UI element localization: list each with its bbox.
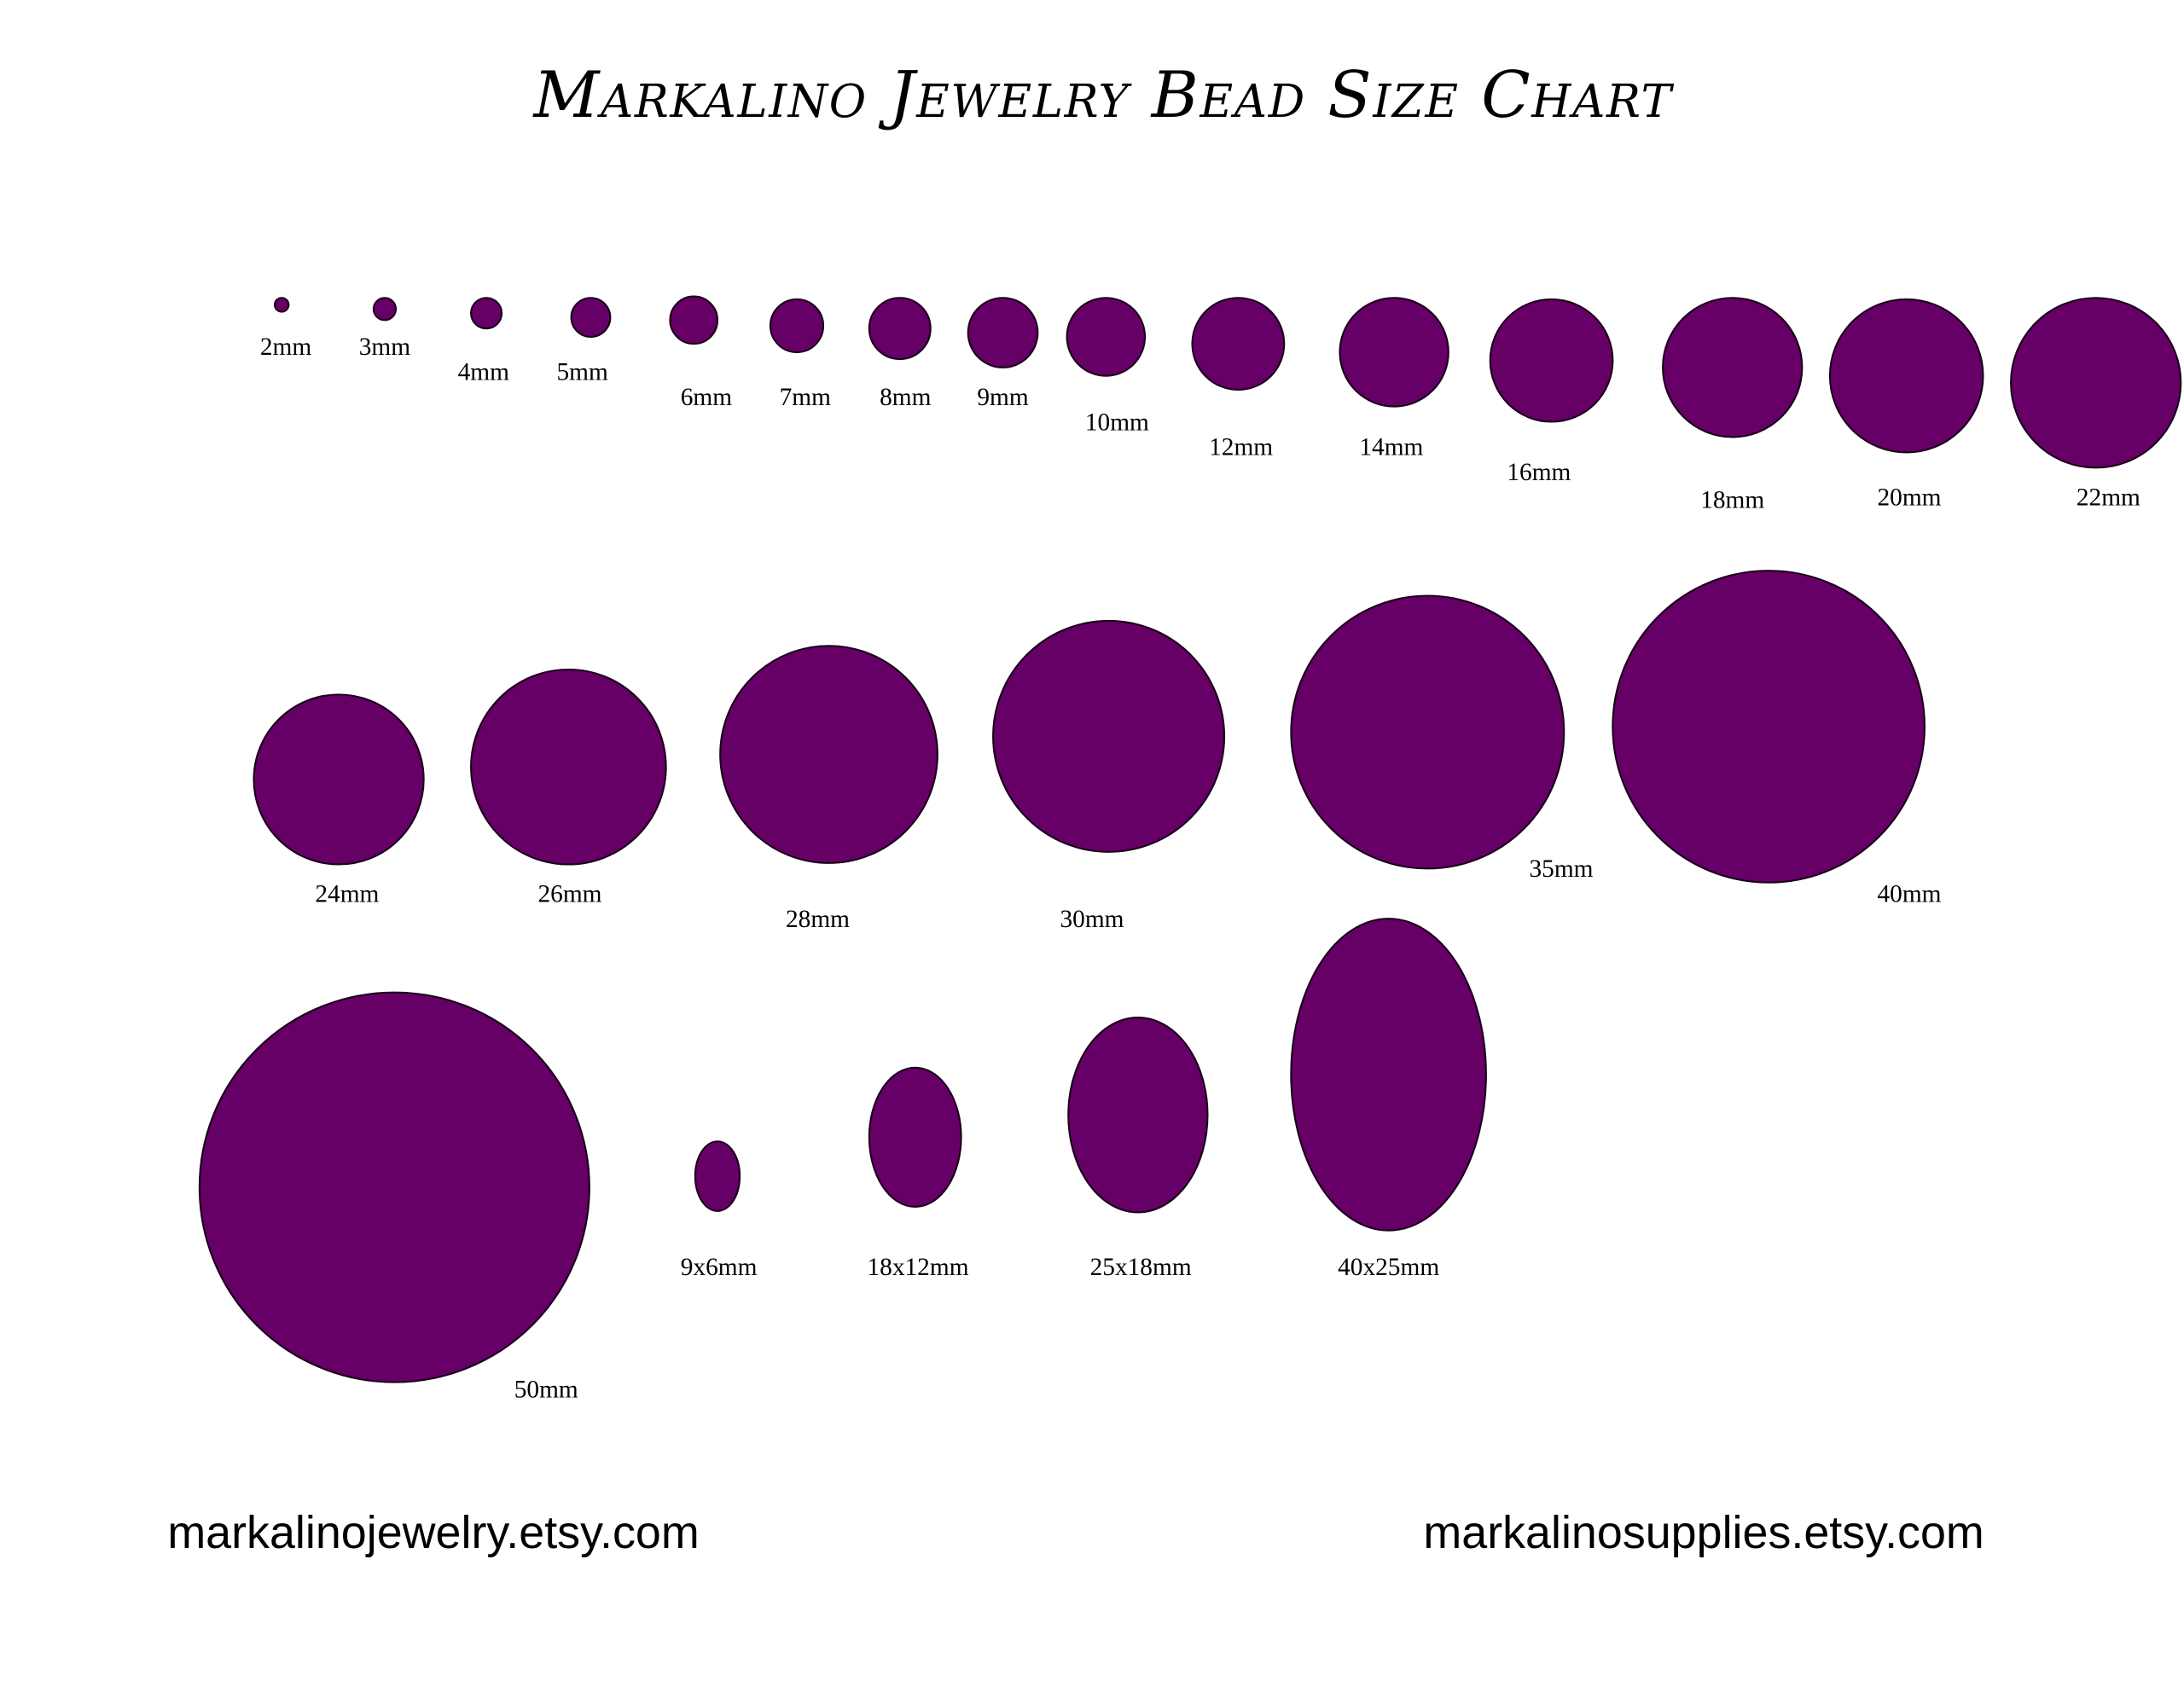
bead-2mm [273,297,290,313]
bead-24mm [253,693,425,866]
bead-28mm [719,645,938,864]
bead-label: 5mm [557,359,609,386]
bead-label: 50mm [514,1377,578,1404]
bead-label: 28mm [786,906,850,933]
bead-30mm [992,619,1226,853]
bead-label: 12mm [1209,434,1273,461]
bead-label: 8mm [880,384,932,411]
bead-label: 4mm [458,359,510,386]
bead-label: 18mm [1700,487,1764,514]
bead-label: 22mm [2077,484,2140,511]
bead-9mm [967,297,1039,368]
bead-50mm [198,991,590,1383]
bead-label: 30mm [1060,906,1124,933]
bead-label: 9mm [977,384,1029,411]
footer-right-link[interactable]: markalinosupplies.etsy.com [1423,1507,1984,1558]
bead-label: 16mm [1507,459,1571,486]
bead-4mm [470,297,503,330]
bead-label: 40mm [1877,881,1941,908]
bead-label: 7mm [780,384,832,411]
bead-label: 9x6mm [681,1254,758,1281]
bead-label: 35mm [1529,855,1593,883]
bead-label: 25x18mm [1090,1254,1192,1281]
bead-8mm [868,297,932,361]
bead-label: 2mm [260,333,312,361]
bead-label: 10mm [1085,409,1149,436]
bead-12mm [1191,297,1286,391]
bead-6mm [669,295,719,345]
bead-7mm [769,298,825,353]
bead-3mm [372,297,398,322]
bead-5mm [570,297,612,339]
bead-label: 14mm [1359,434,1423,461]
bead-label: 20mm [1877,484,1941,511]
bead-label: 24mm [315,881,379,908]
bead-20mm [1828,298,1984,454]
bead-25x18mm [1067,1016,1209,1214]
bead-18x12mm [868,1066,962,1209]
bead-26mm [470,668,667,866]
bead-label: 40x25mm [1338,1254,1439,1281]
bead-label: 18x12mm [867,1254,968,1281]
bead-40x25mm [1290,918,1487,1232]
bead-14mm [1339,297,1449,408]
beads-group: 2mm 3mm 4mm 5mm 6mm 7mm 8mm 9mm 10mm 12mm 14mm 16mm… [198,295,2182,1404]
bead-22mm [2010,297,2182,469]
bead-label: 6mm [681,384,733,411]
bead-label: 26mm [537,881,601,908]
bead-16mm [1489,298,1614,423]
bead-10mm [1066,297,1147,377]
bead-40mm [1612,570,1926,884]
bead-9x6mm [694,1140,741,1212]
bead-35mm [1290,594,1565,870]
bead-18mm [1662,297,1804,438]
chart-title: Markalino Jewelry Bead Size Chart [531,57,1674,132]
footer-left-link[interactable]: markalinojewelry.etsy.com [167,1507,699,1558]
bead-label: 3mm [359,333,411,361]
